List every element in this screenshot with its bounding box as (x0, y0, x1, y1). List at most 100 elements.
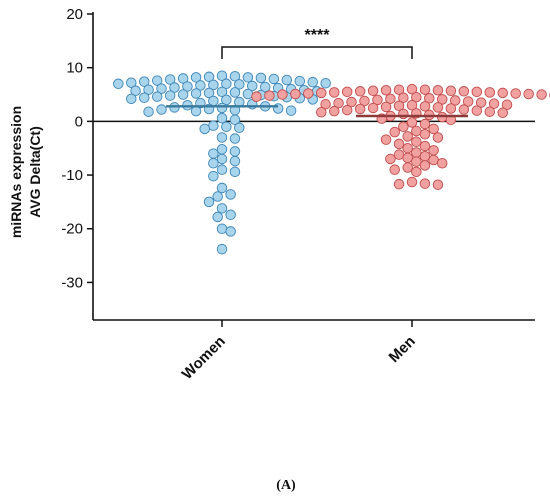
men-data-point (328, 105, 340, 117)
men-data-point (424, 93, 435, 104)
men-data-point (432, 132, 444, 143)
men-data-point (380, 134, 392, 145)
women-data-point (320, 78, 331, 89)
women-data-point (126, 77, 137, 88)
women-data-point (126, 93, 137, 105)
women-data-point (199, 123, 210, 135)
men-data-point (411, 156, 422, 167)
men-data-point (471, 86, 483, 98)
men-data-point (419, 118, 431, 130)
men-data-point (449, 95, 461, 106)
y-axis-label-line-1: miRNAs expression (8, 106, 24, 238)
women-data-point (177, 73, 189, 84)
men-data-point (328, 87, 340, 98)
women-data-point (138, 92, 150, 103)
women-data-point (151, 75, 163, 86)
men-data-point (475, 97, 487, 108)
women-data-point (216, 86, 228, 98)
men-data-point (428, 154, 439, 166)
men-data-point (484, 106, 496, 117)
women-data-point (229, 87, 241, 98)
women-data-point (234, 79, 245, 90)
men-data-point (393, 100, 405, 112)
men-data-point (411, 147, 422, 158)
men-data-point (501, 99, 513, 110)
men-data-point (320, 98, 331, 110)
men-data-point (264, 90, 275, 101)
men-data-point (402, 142, 413, 154)
significance-bracket: **** (221, 27, 413, 59)
men-data-point (462, 96, 474, 107)
women-data-point (143, 106, 154, 117)
women-data-point (164, 90, 176, 101)
women-data-point (182, 81, 193, 92)
men-data-point (389, 164, 400, 175)
men-data-point (497, 107, 508, 119)
women-data-point (212, 211, 223, 223)
women-data-point (169, 82, 180, 93)
men-data-point (393, 178, 405, 190)
women-data-point (229, 114, 241, 126)
women-data-point (294, 75, 306, 87)
men-data-point (458, 86, 470, 97)
men-data-point (385, 93, 396, 105)
men-data-point (419, 101, 431, 112)
axes (92, 12, 535, 321)
men-data-point (411, 136, 422, 148)
women-data-point (190, 88, 202, 99)
women-data-point (285, 105, 297, 116)
men-data-point (359, 95, 370, 107)
women-data-point (156, 104, 167, 115)
men-data-point (471, 105, 483, 116)
men-data-point (354, 86, 366, 97)
women-data-point (156, 83, 167, 94)
men-data-point (419, 151, 431, 162)
women-data-point (190, 72, 202, 83)
men-data-point (367, 85, 379, 97)
women-data-point (216, 144, 228, 155)
men-data-point (393, 138, 405, 150)
men-data-point (411, 91, 422, 103)
men-data-point (523, 88, 534, 100)
women-data-point (229, 146, 241, 157)
men-data-point (341, 86, 353, 98)
women-data-point (221, 121, 232, 132)
men-data-point (290, 88, 301, 100)
women-data-point (255, 72, 267, 84)
y-tick-label: 10 (66, 60, 83, 77)
men-data-point (488, 98, 500, 109)
women-data-point (229, 133, 241, 144)
women-data-point (208, 170, 219, 182)
women-data-point (151, 91, 163, 102)
women-data-point (234, 122, 245, 134)
men-data-point (436, 157, 448, 169)
women-data-point (208, 79, 219, 91)
men-data-point (398, 108, 409, 120)
women-data-point (216, 223, 228, 234)
men-data-point (419, 178, 431, 189)
x-axis-ticks: Women Men (179, 320, 419, 383)
women-data-point (216, 164, 228, 175)
women-data-point (216, 102, 228, 114)
men-data-point (402, 152, 413, 164)
men-data-point (316, 87, 327, 99)
women-data-point (246, 80, 258, 92)
men-data-point (419, 129, 431, 140)
men-data-point (406, 83, 418, 95)
men-data-point (398, 92, 409, 103)
men-data-point (372, 94, 383, 106)
women-data-point (208, 148, 219, 159)
men-data-point (510, 88, 521, 99)
women-data-point (203, 87, 215, 99)
y-axis-label: miRNAs expression AVG Delta(Ct) (8, 106, 43, 238)
women-data-point (195, 80, 206, 91)
women-data-point (216, 132, 228, 143)
men-data-point (411, 125, 422, 137)
men-data-point (251, 91, 262, 102)
men-data-point (436, 94, 448, 105)
men-data-point (389, 126, 400, 138)
x-tick-label-women: Women (179, 333, 229, 383)
men-data-point (333, 97, 344, 109)
y-tick-label: -10 (61, 167, 83, 184)
men-data-point (367, 102, 379, 114)
